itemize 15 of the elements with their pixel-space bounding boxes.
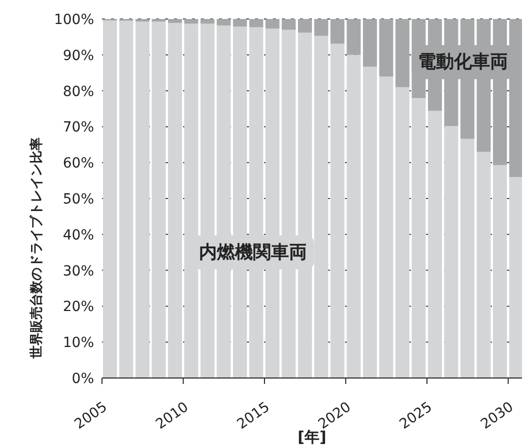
y-tick-label: 60% <box>62 156 94 172</box>
y-tick-label: 0% <box>72 370 94 387</box>
y-tick-label: 10% <box>62 335 94 352</box>
y-axis-title: 世界販売台数のドライブトレイン比率 <box>28 138 45 360</box>
y-tick-label: 80% <box>62 84 94 100</box>
y-tick-label: 100% <box>54 12 94 28</box>
y-tick-label: 90% <box>62 48 94 64</box>
series-label: 内燃機関車両 <box>199 242 308 263</box>
y-tick-label: 30% <box>62 263 94 280</box>
y-tick-label: 20% <box>62 299 94 316</box>
y-tick-label: 70% <box>62 120 94 136</box>
y-tick-label: 50% <box>62 191 94 208</box>
y-tick-label: 40% <box>62 227 94 244</box>
series-label: 電動化車両 <box>418 52 508 73</box>
x-axis-title: [年] <box>298 428 326 445</box>
